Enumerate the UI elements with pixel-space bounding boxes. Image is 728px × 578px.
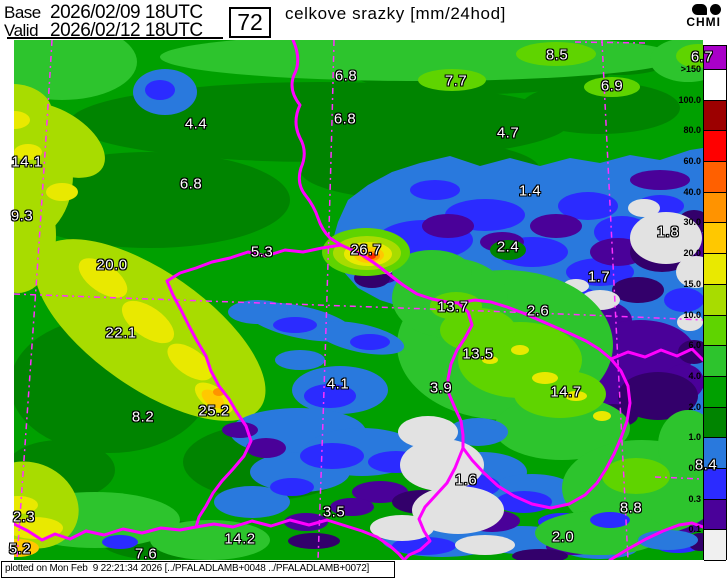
colorbar-segment — [704, 346, 726, 377]
page-title: celkove srazky [mm/24hod] — [285, 4, 506, 23]
base-value: 2026/02/09 18UTC — [50, 2, 203, 23]
colorbar-segment — [704, 162, 726, 193]
footer-box: plotted on Mon Feb 9 22:21:34 2026 [../P… — [1, 561, 395, 578]
valid-label: Valid — [4, 21, 39, 40]
precipitation-colorbar — [703, 45, 727, 561]
valid-value: 2026/02/12 18UTC — [50, 20, 203, 41]
chmi-logo-text: CHMI — [686, 15, 721, 29]
header-underline — [7, 37, 223, 39]
base-label: Base — [4, 3, 41, 22]
country-borders — [14, 40, 703, 560]
forecast-hour-box: 72 — [229, 7, 271, 38]
colorbar-segment — [704, 70, 726, 101]
colorbar-segment — [704, 438, 726, 469]
colorbar-segment — [704, 407, 726, 439]
colorbar-segment — [704, 131, 726, 163]
colorbar-segment — [704, 46, 726, 70]
colorbar-segment — [704, 254, 726, 285]
chmi-logo: CHMI — [686, 3, 721, 29]
latlon-gridlines — [14, 40, 703, 560]
colorbar-segment — [704, 284, 726, 316]
valid-time-row: Valid 2026/02/12 18UTC — [4, 20, 203, 42]
colorbar-segment — [704, 192, 726, 224]
footer-text: plotted on Mon Feb 9 22:21:34 2026 [../P… — [5, 563, 370, 574]
colorbar-segment — [704, 315, 726, 347]
base-time-row: Base 2026/02/09 18UTC — [4, 2, 203, 24]
colorbar-segment — [704, 223, 726, 255]
colorbar-segment — [704, 468, 726, 500]
chmi-logo-icon — [686, 3, 721, 16]
precipitation-map — [14, 40, 703, 560]
colorbar-segment — [704, 530, 726, 561]
colorbar-segment — [704, 499, 726, 531]
colorbar-segment — [704, 376, 726, 408]
colorbar-segment — [704, 100, 726, 132]
